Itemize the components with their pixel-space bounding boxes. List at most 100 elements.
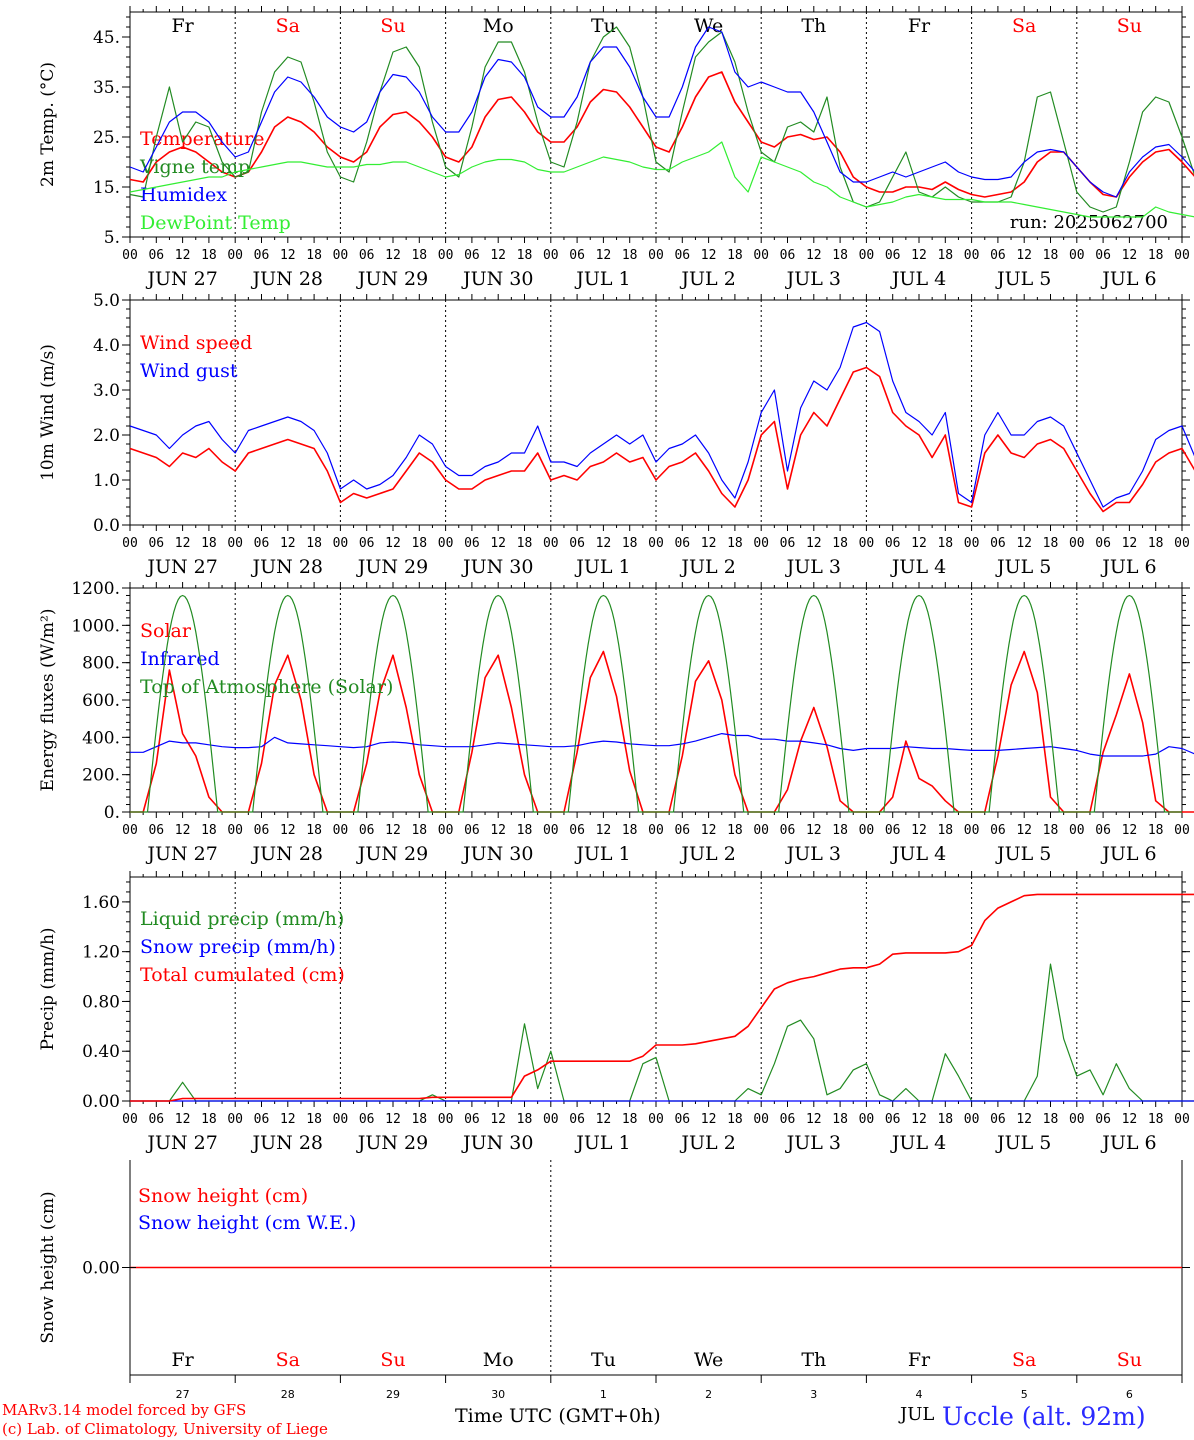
hour-tick-label: 18	[411, 823, 427, 838]
hour-tick-label: 06	[359, 1112, 375, 1127]
hour-tick-label: 18	[622, 248, 638, 263]
hour-tick-label: 06	[990, 1112, 1006, 1127]
weekday-label: Sa	[1012, 1349, 1036, 1371]
hour-tick-label: 00	[648, 823, 664, 838]
hour-tick-label: 00	[859, 823, 875, 838]
hour-tick-label: 00	[438, 823, 454, 838]
hour-tick-label: 06	[674, 248, 690, 263]
date-label: JUL 1	[574, 556, 630, 578]
hour-tick-label: 12	[1016, 823, 1032, 838]
hour-tick-label: 00	[753, 1112, 769, 1127]
hour-tick-label: 18	[517, 823, 533, 838]
hour-tick-label: 18	[937, 823, 953, 838]
legend-entry: Snow height (cm)	[138, 1185, 308, 1207]
date-label: JUN 28	[251, 268, 323, 290]
date-label: JUN 29	[356, 843, 428, 865]
weekday-label: Su	[380, 1349, 405, 1371]
y-tick-label: 35.	[93, 78, 120, 98]
hour-tick-label: 06	[780, 1112, 796, 1127]
y-tick-label: 800.	[82, 654, 120, 674]
hour-tick-label: 18	[727, 536, 743, 551]
legend-entry: Humidex	[140, 184, 227, 206]
hour-tick-label: 18	[937, 536, 953, 551]
hour-tick-label: 18	[411, 536, 427, 551]
hour-tick-label: 18	[201, 1112, 217, 1127]
legend-entry: Solar	[140, 620, 192, 642]
hour-tick-label: 00	[859, 536, 875, 551]
date-label: JUL 5	[995, 1132, 1051, 1154]
date-label: JUN 28	[251, 843, 323, 865]
hour-tick-label: 12	[701, 536, 717, 551]
series-red	[130, 893, 1194, 1102]
weekday-label: Sa	[276, 1349, 300, 1371]
hour-tick-label: 12	[175, 1112, 191, 1127]
hour-tick-label: 00	[333, 1112, 349, 1127]
y-tick-label: 25.	[93, 128, 120, 148]
hour-tick-label: 12	[1016, 536, 1032, 551]
hour-tick-label: 00	[122, 536, 138, 551]
hour-tick-label: 06	[464, 536, 480, 551]
hour-tick-label: 18	[201, 248, 217, 263]
hour-tick-label: 18	[622, 1112, 638, 1127]
date-label: JUL 3	[785, 268, 841, 290]
hour-tick-label: 06	[254, 823, 270, 838]
hour-tick-label: 00	[964, 1112, 980, 1127]
hour-tick-label: 06	[885, 248, 901, 263]
hour-tick-label: 18	[517, 1112, 533, 1127]
weekday-label: Fr	[908, 1349, 931, 1371]
hour-tick-label: 06	[569, 1112, 585, 1127]
hour-tick-label: 12	[175, 823, 191, 838]
legend-entry: Temperature	[140, 128, 264, 150]
hour-tick-label: 00	[648, 1112, 664, 1127]
hour-tick-label: 06	[1095, 1112, 1111, 1127]
hour-tick-label: 12	[806, 536, 822, 551]
hour-tick-label: 18	[727, 248, 743, 263]
hour-tick-label: 18	[1148, 248, 1164, 263]
y-tick-label: 600.	[82, 691, 120, 711]
weekday-label: Su	[1117, 1349, 1142, 1371]
hour-tick-label: 00	[438, 1112, 454, 1127]
date-label: JUL 3	[785, 556, 841, 578]
hour-tick-label: 00	[1174, 823, 1190, 838]
hour-tick-label: 00	[1174, 1112, 1190, 1127]
panel-energy: 0. 200. 400. 600. 800. 1000. 1200. Energy fluxe…	[38, 579, 1194, 865]
hour-tick-label: 18	[1148, 1112, 1164, 1127]
hour-tick-label: 00	[333, 248, 349, 263]
series-red	[129, 71, 1194, 198]
weekday-label: Tu	[591, 15, 616, 37]
hour-tick-label: 06	[990, 823, 1006, 838]
date-label: JUL 4	[890, 843, 946, 865]
y-tick-label: 5.0	[93, 291, 120, 311]
hour-tick-label: 06	[148, 536, 164, 551]
weekday-label: Mo	[483, 15, 514, 37]
weekday-label: Fr	[171, 15, 194, 37]
date-label: JUL 4	[890, 268, 946, 290]
hour-tick-label: 12	[490, 1112, 506, 1127]
series-lightgreen	[129, 141, 1194, 218]
hour-tick-label: 00	[333, 823, 349, 838]
y-tick-label: 1000.	[71, 616, 120, 636]
hour-tick-label: 00	[753, 248, 769, 263]
hour-tick-label: 00	[753, 823, 769, 838]
credit-line-2: (c) Lab. of Climatology, University of L…	[2, 1420, 328, 1438]
hour-tick-label: 06	[359, 248, 375, 263]
date-label: JUL 6	[1100, 556, 1156, 578]
hour-tick-label: 18	[411, 248, 427, 263]
hour-tick-label: 18	[727, 1112, 743, 1127]
hour-tick-label: 06	[254, 248, 270, 263]
hour-tick-label: 12	[701, 1112, 717, 1127]
y-tick-label: 400.	[82, 728, 120, 748]
hour-tick-label: 18	[1043, 536, 1059, 551]
legend-entry: Snow precip (mm/h)	[140, 936, 336, 958]
y-tick-label: 15.	[93, 178, 120, 198]
date-label: JUL 1	[574, 843, 630, 865]
weekday-label: Sa	[276, 15, 300, 37]
hour-tick-label: 06	[1095, 248, 1111, 263]
hour-tick-label: 12	[1122, 823, 1138, 838]
hour-tick-label: 06	[359, 536, 375, 551]
hour-tick-label: 06	[359, 823, 375, 838]
weekday-label: Fr	[171, 1349, 194, 1371]
hour-tick-label: 00	[227, 248, 243, 263]
series-blue	[129, 321, 1194, 508]
